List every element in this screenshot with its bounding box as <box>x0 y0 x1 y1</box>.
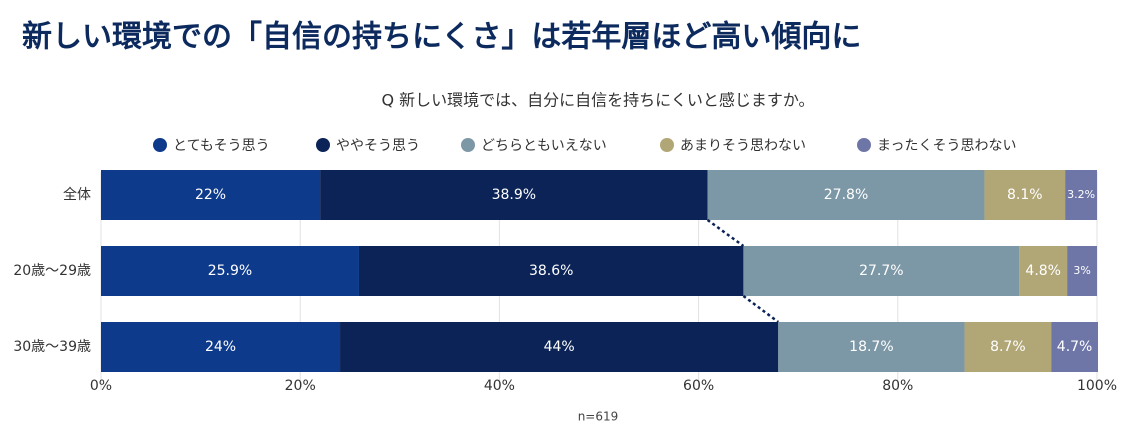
bar-segment <box>320 170 708 220</box>
legend-label: どちらともいえない <box>481 138 607 154</box>
y-tick-label: 20歳〜29歳 <box>13 263 91 279</box>
bar-segment <box>358 246 744 296</box>
x-tick-label: 100% <box>1077 378 1117 394</box>
data-label: 38.6% <box>529 263 573 279</box>
connector-line <box>742 294 780 324</box>
legend-label: まったくそう思わない <box>877 138 1016 154</box>
bar-segment <box>1067 246 1097 296</box>
bar-segment <box>101 246 359 296</box>
bar-segment <box>101 322 341 372</box>
data-label: 8.1% <box>1007 187 1043 203</box>
chart-title: 新しい環境での「自信の持ちにくさ」は若年層ほど高い傾向に <box>22 20 861 55</box>
data-label: 27.7% <box>859 263 903 279</box>
data-label: 4.8% <box>1025 263 1061 279</box>
x-tick-label: 0% <box>90 378 112 394</box>
legend-marker <box>316 138 330 152</box>
data-label: 22% <box>195 187 226 203</box>
legend-marker <box>857 138 871 152</box>
chart-subtitle: Q 新しい環境では、自分に自信を持ちにくいと感じますか。 <box>381 91 814 110</box>
legend-label: ややそう思う <box>336 138 420 154</box>
legend-label: あまりそう思わない <box>680 138 806 154</box>
data-label: 8.7% <box>990 339 1026 355</box>
x-tick-label: 80% <box>882 378 913 394</box>
data-label: 3% <box>1073 264 1090 277</box>
bar-segment <box>743 246 1020 296</box>
data-label: 25.9% <box>208 263 252 279</box>
data-label: 4.7% <box>1057 339 1093 355</box>
x-tick-label: 20% <box>285 378 316 394</box>
legend-label: とてもそう思う <box>173 138 270 154</box>
bar-segment <box>1019 246 1068 296</box>
y-tick-label: 30歳〜39歳 <box>13 339 91 355</box>
data-label: 18.7% <box>849 339 893 355</box>
data-label: 24% <box>205 339 236 355</box>
bar-segment <box>964 322 1052 372</box>
x-tick-label: 60% <box>683 378 714 394</box>
legend-marker <box>153 138 167 152</box>
legend-marker <box>660 138 674 152</box>
data-label: 27.8% <box>824 187 868 203</box>
bar-segment <box>984 170 1066 220</box>
y-tick-label: 全体 <box>63 186 91 203</box>
data-label: 3.2% <box>1067 188 1095 201</box>
bar-segment <box>1065 170 1097 220</box>
bar-segment <box>101 170 321 220</box>
bar-segment <box>778 322 965 372</box>
connector-line <box>706 218 745 248</box>
data-label: 44% <box>544 339 575 355</box>
bar-segment <box>707 170 985 220</box>
data-label: 38.9% <box>492 187 536 203</box>
legend-marker <box>461 138 475 152</box>
x-tick-label: 40% <box>484 378 515 394</box>
bar-segment <box>1051 322 1098 372</box>
sample-note: n=619 <box>578 410 619 424</box>
bar-segment <box>340 322 779 372</box>
